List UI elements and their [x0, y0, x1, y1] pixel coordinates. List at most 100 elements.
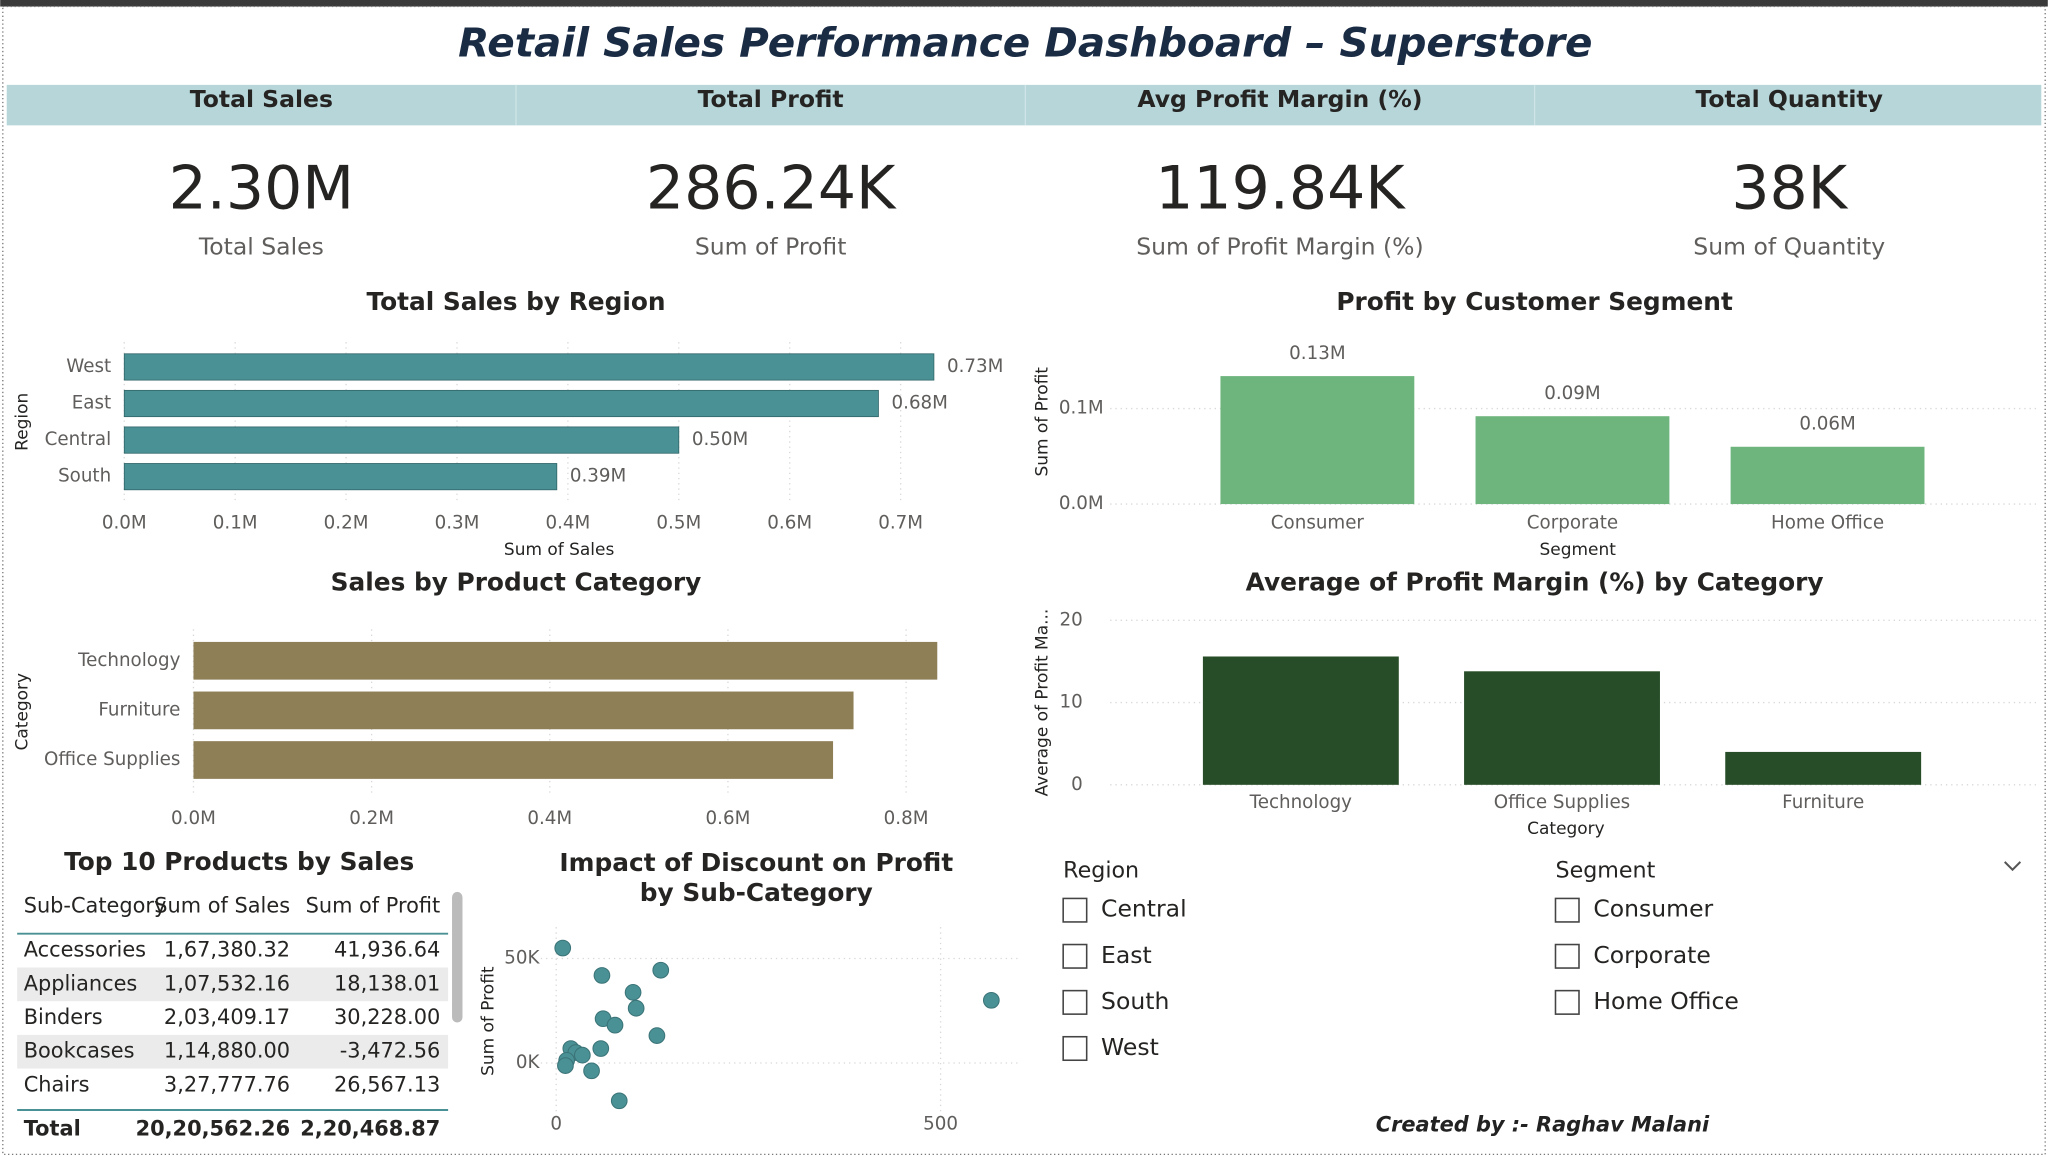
kpi-label: Sum of Quantity	[1693, 233, 1885, 261]
y-axis-title: Sum of Profit	[479, 966, 499, 1076]
slicer-option[interactable]: Central	[1101, 895, 1187, 923]
chart-title: Profit by Customer Segment	[1336, 287, 1733, 316]
y-tick-label: 50K	[504, 948, 540, 969]
table-cell: Accessories	[24, 938, 146, 962]
y-axis-title: Average of Profit Ma...	[1032, 609, 1052, 797]
table-total: Total	[24, 1117, 81, 1141]
table-cell: 26,567.13	[334, 1072, 440, 1096]
footer: Created by :- Raghav Malani	[1376, 1113, 1710, 1137]
value-label: 0.50M	[692, 429, 748, 450]
table-header: Sum of Profit	[306, 893, 441, 917]
table-cell: 18,138.01	[334, 971, 440, 995]
category-label: Consumer	[1271, 513, 1365, 534]
kpi-label: Sum of Profit	[695, 233, 847, 261]
x-tick-label: 0.6M	[767, 513, 812, 534]
kpi-value: 2.30M	[169, 154, 355, 224]
frame	[2, 5, 2046, 1156]
bar	[193, 641, 938, 680]
scatter-point	[610, 1092, 628, 1110]
slicer-option[interactable]: Corporate	[1593, 941, 1710, 969]
slicer-option[interactable]: Home Office	[1593, 987, 1738, 1015]
category-label: East	[72, 393, 111, 414]
kpi-band	[6, 84, 2042, 126]
x-tick-label: 0.6M	[706, 808, 751, 829]
x-tick-label: 0.3M	[435, 513, 480, 534]
kpi-heading: Total Sales	[190, 85, 333, 113]
slicer-checkbox[interactable]	[1554, 897, 1580, 923]
y-axis-title: Category	[12, 673, 32, 751]
table-total: 2,20,468.87	[300, 1117, 440, 1141]
x-tick-label: 0.2M	[324, 513, 369, 534]
scatter-point	[627, 999, 645, 1017]
y-axis-title: Sum of Profit	[1032, 367, 1052, 477]
kpi-label: Total Sales	[198, 233, 324, 261]
slicer-checkbox[interactable]	[1554, 989, 1580, 1015]
scrollbar[interactable]	[452, 891, 463, 1023]
x-tick-label: 0.4M	[545, 513, 590, 534]
table-cell: 1,07,532.16	[164, 971, 290, 995]
table-cell: Appliances	[24, 971, 138, 995]
table-title: Top 10 Products by Sales	[64, 847, 414, 876]
bar	[1475, 416, 1670, 505]
slicer-checkbox[interactable]	[1062, 943, 1088, 969]
bar	[1220, 376, 1415, 505]
slicer-checkbox[interactable]	[1062, 989, 1088, 1015]
chart-title-box: Impact of Discount on Profit by Sub-Cate…	[559, 848, 954, 908]
bar	[193, 741, 834, 779]
x-axis-title: Sum of Sales	[504, 540, 615, 560]
slicer-title: Region	[1063, 858, 1139, 884]
slicer-option[interactable]: South	[1101, 987, 1169, 1015]
x-tick-label: 0	[550, 1113, 562, 1134]
slicer-checkbox[interactable]	[1062, 897, 1088, 923]
bar	[1202, 656, 1399, 785]
y-tick-label: 10	[1060, 692, 1083, 713]
chart-title: Sales by Product Category	[331, 568, 702, 597]
table-cell: 30,228.00	[334, 1005, 440, 1029]
x-tick-label: 500	[923, 1113, 958, 1134]
category-label: Office Supplies	[44, 749, 180, 770]
bar	[1730, 446, 1925, 505]
scatter-point	[592, 1040, 610, 1057]
kpi-heading: Total Profit	[698, 85, 844, 113]
y-tick-label: 0K	[516, 1052, 541, 1073]
table-cell: 1,67,380.32	[164, 938, 290, 962]
slicer-checkbox[interactable]	[1554, 943, 1580, 969]
bar	[123, 353, 935, 381]
table-total-mask	[17, 1106, 455, 1148]
slicer-option[interactable]: West	[1101, 1033, 1159, 1061]
scatter-point	[624, 983, 642, 1001]
scatter-point	[606, 1016, 624, 1034]
bar	[123, 463, 558, 491]
x-tick-label: 0.7M	[878, 513, 923, 534]
chart-title: Average of Profit Margin (%) by Category	[1246, 568, 1824, 597]
scatter-point	[554, 939, 572, 957]
table-cell: 41,936.64	[334, 938, 440, 962]
value-label: 0.06M	[1799, 414, 1855, 435]
slicer-option[interactable]: East	[1101, 941, 1152, 969]
scatter-point	[982, 991, 1000, 1009]
bar	[123, 389, 879, 418]
kpi-heading: Avg Profit Margin (%)	[1137, 85, 1422, 113]
slicer-chevron[interactable]	[2004, 861, 2022, 872]
value-label: 0.68M	[892, 393, 948, 414]
scatter-point	[648, 1027, 666, 1044]
slicer-option[interactable]: Consumer	[1593, 895, 1713, 923]
chart-title: Impact of Discount on Profit by Sub-Cate…	[559, 848, 954, 908]
slicer-checkbox[interactable]	[1062, 1035, 1088, 1062]
value-label: 0.09M	[1544, 383, 1600, 404]
scatter-point	[593, 967, 611, 984]
x-tick-label: 0.4M	[527, 808, 572, 829]
y-tick-label: 20	[1060, 609, 1083, 630]
bar	[1725, 751, 1922, 785]
category-label: South	[58, 466, 111, 487]
value-label: 0.39M	[570, 466, 626, 487]
scatter-point	[573, 1046, 591, 1064]
x-tick-label: 0.2M	[349, 808, 394, 829]
x-tick-label: 0.0M	[171, 808, 216, 829]
category-label: Technology	[1249, 792, 1353, 813]
category-label: Corporate	[1527, 513, 1618, 534]
category-label: Home Office	[1771, 513, 1884, 534]
top-bar	[0, 0, 2048, 7]
